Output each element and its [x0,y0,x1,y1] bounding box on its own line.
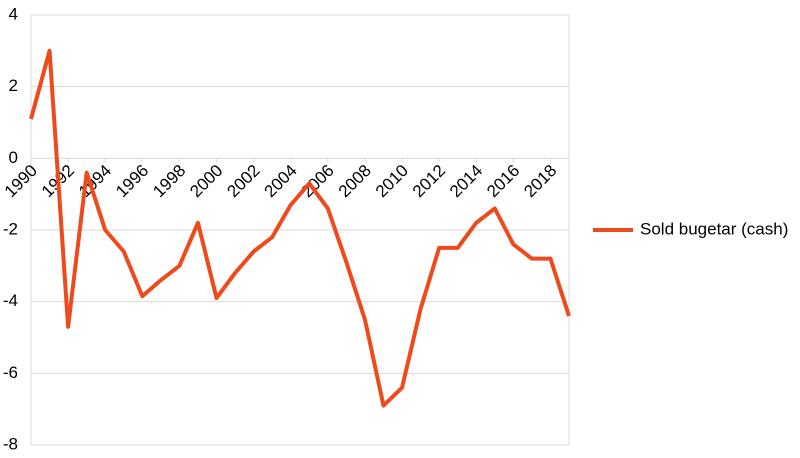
y-tick-label: -8 [3,434,18,453]
x-tick-label: 2014 [446,161,486,201]
x-tick-label: 2008 [335,161,375,201]
x-tick-label: 2018 [520,161,560,201]
y-tick-label: -6 [3,363,18,382]
legend-label: Sold bugetar (cash) [640,219,788,238]
x-tick-label: 2010 [372,161,412,201]
y-tick-label: 0 [9,148,18,167]
y-tick-label: 4 [9,4,18,23]
x-tick-label: 2016 [483,161,523,201]
x-tick-label: 2002 [223,161,263,201]
x-tick-label: 1998 [149,161,189,201]
x-tick-label: 2000 [186,161,226,201]
series-line [29,48,571,408]
y-tick-label: -2 [3,219,18,238]
y-tick-label: -4 [3,291,18,310]
x-tick-label: 1990 [1,161,41,201]
y-tick-label: 2 [9,76,18,95]
x-tick-label: 1996 [112,161,152,201]
x-tick-label: 2012 [409,161,449,201]
x-tick-label: 2004 [261,161,301,201]
